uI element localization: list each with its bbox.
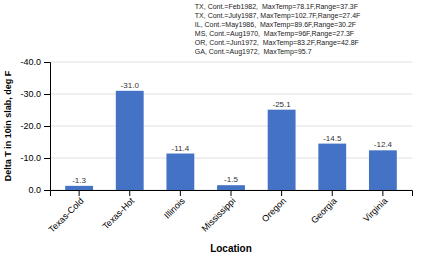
x-tick-label: Texas-Hot — [101, 195, 137, 231]
x-tick-label: Illinois — [162, 195, 187, 220]
annotation: TX, Cont.=July1987, MaxTemp=102.7F,Range… — [195, 12, 361, 20]
plot: 0.0 -10.0 -20.0 -30.0 -40.0 Texas-Cold Texas-H… — [20, 57, 412, 234]
x-tick-mark — [281, 190, 282, 196]
x-tick-label: Texas-Cold — [47, 196, 86, 235]
y-tick: 0.0 — [28, 185, 50, 195]
y-axis: 0.0 -10.0 -20.0 -30.0 -40.0 — [20, 57, 50, 195]
data-label: -12.4 — [374, 140, 393, 149]
bar — [116, 91, 144, 190]
x-tick-mark — [332, 190, 333, 196]
x-tick-label: Georgia — [309, 196, 339, 226]
bar — [166, 154, 194, 190]
x-tick: Texas-Cold — [47, 190, 86, 235]
x-tick: Georgia — [309, 190, 339, 226]
y-tick: -30.0 — [20, 89, 50, 99]
annotation: GA, Cont.=Aug1972, MaxTemp=95.7 — [195, 48, 312, 56]
x-axis-title: Location — [210, 243, 252, 254]
data-label: -1.5 — [224, 175, 238, 184]
data-label: -25.1 — [273, 100, 292, 109]
data-labels: -1.3 -31.0 -11.4 -1.5 -25.1 -14.5 -12.4 — [72, 81, 392, 185]
grid-line — [50, 158, 412, 159]
annotation: TX, Cont.=Feb1982, MaxTemp=78.1F,Range=3… — [195, 3, 358, 11]
y-tick: -20.0 — [20, 121, 50, 131]
x-axis-line — [51, 191, 413, 197]
bar — [217, 185, 245, 190]
x-tick: Illinois — [162, 190, 187, 221]
bar — [318, 144, 346, 190]
x-tick-mark — [231, 190, 232, 196]
x-axis: Texas-Cold Texas-Hot Illinois Mississippi Or… — [47, 190, 413, 235]
y-tick-mark — [44, 190, 50, 191]
chart: 0.0 -10.0 -20.0 -30.0 -40.0 Texas-Cold Texas-H… — [0, 0, 422, 256]
y-tick-mark — [44, 158, 50, 159]
x-tick: Mississippi — [200, 190, 238, 234]
grid-line — [50, 62, 412, 63]
y-tick-label: -20.0 — [20, 121, 41, 131]
x-tick-label: Oregon — [260, 196, 288, 224]
x-tick: Texas-Hot — [101, 190, 137, 232]
bars — [65, 91, 397, 190]
x-tick-mark — [382, 190, 383, 196]
y-tick: -40.0 — [20, 57, 50, 67]
annotation: MS, Cont.=Aug1970, MaxTemp=96F,Range=27.… — [195, 30, 354, 38]
data-label: -31.0 — [121, 81, 140, 90]
x-tick-label: Mississippi — [200, 196, 238, 234]
x-tick-mark — [129, 190, 130, 196]
y-axis-title: Delta T in 10in slab, deg F — [3, 70, 13, 181]
y-tick: -10.0 — [20, 153, 50, 163]
data-label: -1.3 — [72, 176, 86, 185]
y-tick-label: -30.0 — [20, 89, 41, 99]
bar — [65, 186, 93, 190]
grid-line — [50, 94, 412, 95]
data-label: -11.4 — [172, 144, 190, 153]
grid — [50, 62, 412, 190]
bar — [369, 150, 397, 190]
bar — [268, 110, 296, 190]
y-tick-mark — [44, 62, 50, 63]
y-tick-mark — [44, 94, 50, 95]
x-tick: Oregon — [260, 190, 288, 224]
x-tick-mark — [79, 190, 80, 196]
grid-line — [50, 126, 412, 127]
data-label: -14.5 — [323, 134, 342, 143]
y-tick-label: -10.0 — [20, 153, 41, 163]
x-tick: Virginia — [361, 190, 389, 224]
annotation: IL, Cont.=May1986, MaxTemp=89.6F,Range=3… — [195, 21, 356, 29]
x-tick-label: Virginia — [361, 196, 389, 224]
y-tick-mark — [44, 126, 50, 127]
annotations: TX, Cont.=Feb1982, MaxTemp=78.1F,Range=3… — [195, 3, 361, 56]
y-axis-line — [44, 63, 51, 191]
y-tick-label: 0.0 — [28, 185, 41, 195]
x-tick-mark — [180, 190, 181, 196]
y-tick-label: -40.0 — [20, 57, 41, 67]
annotation: OR, Cont.=Jun1972, MaxTemp=83.2F,Range=4… — [195, 39, 359, 47]
